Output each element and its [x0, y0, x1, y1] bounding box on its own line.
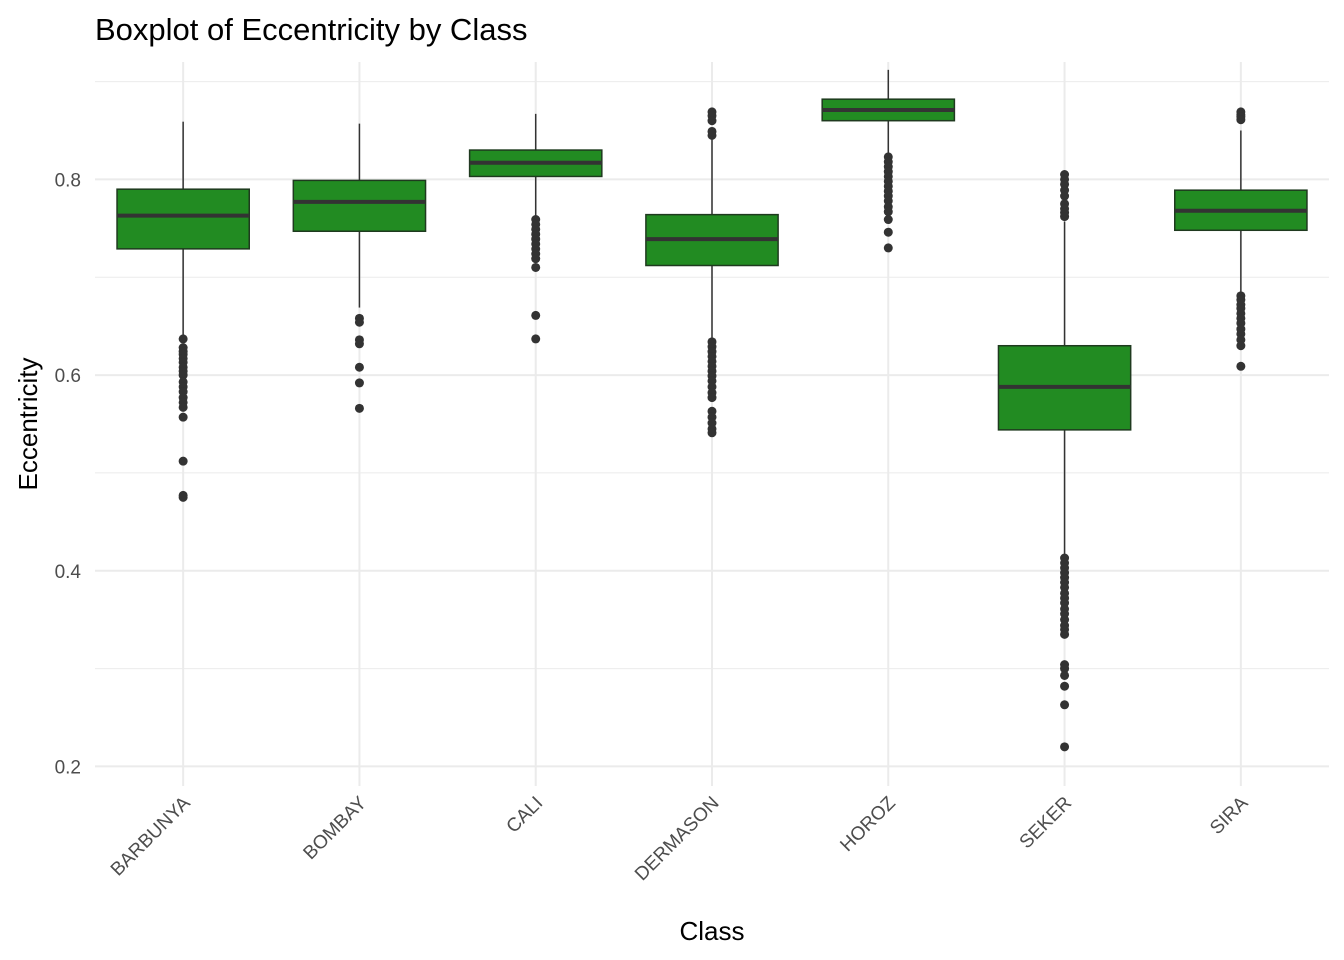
box-group-bombay: [292, 123, 427, 413]
outlier-point: [883, 215, 893, 225]
chart-title: Boxplot of Eccentricity by Class: [95, 12, 527, 47]
outlier-point: [707, 130, 717, 140]
outlier-point: [1236, 361, 1246, 371]
outlier-point: [1236, 341, 1246, 351]
outlier-point: [1060, 629, 1070, 639]
outlier-point: [1236, 115, 1246, 125]
outlier-point: [354, 339, 364, 349]
outlier-point: [1060, 670, 1070, 680]
outlier-point: [707, 393, 717, 403]
outlier-point: [531, 262, 541, 272]
box-group-seker: [997, 170, 1132, 752]
outlier-point: [1060, 681, 1070, 691]
outlier-point: [1060, 700, 1070, 710]
y-axis-title: Eccentricity: [13, 358, 43, 491]
outlier-point: [1060, 212, 1070, 222]
outlier-point: [354, 403, 364, 413]
box-group-sira: [1174, 107, 1308, 371]
outlier-point: [531, 334, 541, 344]
outlier-point: [354, 378, 364, 388]
outlier-point: [1060, 742, 1070, 752]
y-tick-label: 0.4: [55, 562, 82, 583]
outlier-point: [1060, 664, 1070, 674]
y-tick-label: 0.2: [55, 757, 81, 778]
box-group-barbunya: [116, 121, 250, 502]
outlier-point: [178, 334, 188, 344]
outlier-point: [178, 456, 188, 466]
outlier-point: [178, 402, 188, 412]
box-group-dermason: [645, 107, 779, 438]
outlier-point: [883, 227, 893, 237]
outlier-point: [531, 310, 541, 320]
x-axis-title: Class: [679, 916, 744, 946]
box-group-cali: [468, 113, 603, 344]
outlier-point: [883, 243, 893, 253]
y-tick-label: 0.6: [55, 366, 81, 387]
outlier-point: [707, 428, 717, 438]
y-tick-label: 0.8: [55, 170, 81, 191]
outlier-point: [1060, 191, 1070, 201]
outlier-point: [178, 412, 188, 422]
boxes-layer: [116, 69, 1308, 752]
box: [292, 179, 427, 233]
box-group-horoz: [821, 69, 956, 253]
outlier-point: [178, 492, 188, 502]
outlier-point: [883, 207, 893, 217]
outlier-point: [707, 116, 717, 126]
outlier-point: [354, 362, 364, 372]
outlier-point: [354, 317, 364, 327]
box: [116, 188, 250, 250]
outlier-point: [178, 370, 188, 380]
outlier-point: [531, 254, 541, 264]
y-tick-labels: 0.2 0.4 0.6 0.8: [55, 170, 82, 778]
